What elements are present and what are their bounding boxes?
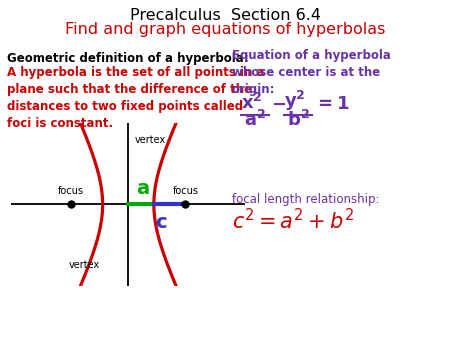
- Text: focus: focus: [172, 186, 198, 196]
- Text: Find and graph equations of hyperbolas: Find and graph equations of hyperbolas: [65, 22, 385, 37]
- Text: $\mathbf{-}$: $\mathbf{-}$: [271, 95, 287, 113]
- Text: A hyperbola is the set of all points in a
plane such that the difference of the
: A hyperbola is the set of all points in …: [7, 66, 264, 130]
- Text: Equation of a hyperbola
whose center is at the
origin:: Equation of a hyperbola whose center is …: [232, 49, 391, 96]
- Text: $\mathbf{a^2}$: $\mathbf{a^2}$: [244, 110, 266, 130]
- Text: $\mathbf{x^2}$: $\mathbf{x^2}$: [241, 93, 262, 113]
- Text: $c^2 = a^2 + b^2$: $c^2 = a^2 + b^2$: [232, 208, 354, 233]
- Text: c: c: [155, 213, 166, 232]
- Text: focal length relationship:: focal length relationship:: [232, 193, 379, 206]
- Text: a: a: [136, 179, 149, 198]
- Text: $\mathbf{y^2}$: $\mathbf{y^2}$: [284, 89, 305, 113]
- Text: $\mathbf{b^2}$: $\mathbf{b^2}$: [287, 110, 310, 130]
- Text: focus: focus: [58, 186, 84, 196]
- Text: $\mathbf{= 1}$: $\mathbf{= 1}$: [314, 95, 350, 113]
- Text: Precalculus  Section 6.4: Precalculus Section 6.4: [130, 8, 320, 23]
- Text: vertex: vertex: [135, 136, 166, 145]
- Text: Geometric definition of a hyperbola:: Geometric definition of a hyperbola:: [7, 52, 248, 65]
- Text: vertex: vertex: [69, 260, 100, 270]
